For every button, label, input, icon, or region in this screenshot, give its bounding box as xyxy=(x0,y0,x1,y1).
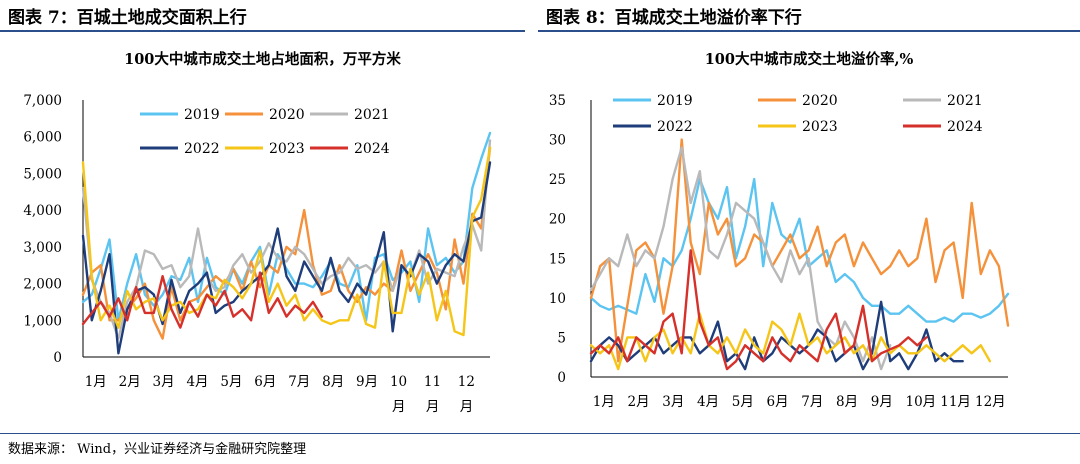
y-tick-label: 7,000 xyxy=(23,93,62,109)
x-tick-label: 4月 xyxy=(186,374,208,390)
x-tick-label: 7月 xyxy=(288,374,310,390)
y-tick-label: 1,000 xyxy=(23,313,62,329)
y-tick-label: 30 xyxy=(549,133,566,149)
legend-label: 2023 xyxy=(269,141,305,157)
x-tick-label: 5月 xyxy=(220,374,242,390)
y-tick-label: 6,000 xyxy=(23,130,62,146)
series-line-2021 xyxy=(81,139,492,340)
legend-label: 2022 xyxy=(657,119,693,135)
series-line-2020 xyxy=(589,138,1010,363)
divider xyxy=(0,433,1080,434)
y-tick-label: 5,000 xyxy=(23,166,62,182)
series-line-2024 xyxy=(589,249,928,371)
y-tick-label: 2,000 xyxy=(23,277,62,293)
legend-label: 2023 xyxy=(802,119,838,135)
y-tick-label: 25 xyxy=(549,172,566,188)
series-line-2019 xyxy=(81,131,492,322)
premium-rate-chart: 0 5 10 15 20 25 30 35 1月 2月 3月 4月 5月 6月 7月 8月 9月 10月 11月 12… xyxy=(549,93,1010,410)
figure-header-left: 图表 7：百城土地成交面积上行 xyxy=(0,0,525,32)
y-tick-label: 0 xyxy=(557,370,566,386)
x-tick-label: 2月 xyxy=(627,394,649,410)
figure-title-right: 图表 8：百城成交土地溢价率下行 xyxy=(546,8,802,28)
y-tick-label: 20 xyxy=(549,212,566,228)
series-line-2022 xyxy=(81,161,492,355)
chart-title: 100大中城市成交土地占地面积，万平方米 xyxy=(124,51,401,68)
legend-label: 2022 xyxy=(184,141,220,157)
y-tick-label: 35 xyxy=(549,93,566,109)
y-tick-label: 15 xyxy=(549,251,566,267)
x-tick-label: 8月 xyxy=(836,394,858,410)
premium-rate-chart-panel: 100大中城市成交土地溢价率,% 0 5 10 15 20 25 30 35 1月 2月 3月 4月 5… xyxy=(538,36,1080,431)
x-tick-label: 1月 xyxy=(593,394,615,410)
legend-label: 2021 xyxy=(354,107,390,123)
y-tick-label: 0 xyxy=(53,350,62,366)
y-tick-label: 4,000 xyxy=(23,203,62,219)
legend-label: 2020 xyxy=(802,93,838,109)
legend-label: 2019 xyxy=(657,93,693,109)
chart-title: 100大中城市成交土地溢价率,% xyxy=(704,51,914,68)
land-area-chart: 0 1,000 2,000 3,000 4,000 5,000 6,000 7,000 1月 2月… xyxy=(23,93,492,415)
legend-label: 2024 xyxy=(947,119,983,135)
x-tick-label: 12月 xyxy=(975,394,1006,410)
x-tick-label: 5月 xyxy=(732,394,754,410)
x-tick-label: 3月 xyxy=(153,374,175,390)
x-tick-label: 9月 xyxy=(356,374,378,390)
series-line-2019 xyxy=(589,177,1010,323)
y-tick-label: 3,000 xyxy=(23,240,62,256)
x-tick-label: 7月 xyxy=(801,394,823,410)
y-tick-label: 5 xyxy=(557,330,566,346)
x-tick-label: 1月 xyxy=(85,374,107,390)
figure-title-left: 图表 7：百城土地成交面积上行 xyxy=(8,8,247,28)
x-tick-label: 8月 xyxy=(322,374,344,390)
land-area-chart-panel: 100大中城市成交土地占地面积，万平方米 0 1,000 2,000 3,000 4,0… xyxy=(0,36,525,431)
series-line-2020 xyxy=(81,146,492,340)
x-tick-label: 3月 xyxy=(662,394,684,410)
series-line-2024 xyxy=(81,271,324,329)
figure-header-right: 图表 8：百城成交土地溢价率下行 xyxy=(538,0,1080,32)
series-line-2023 xyxy=(589,312,992,371)
x-tick-label: 6月 xyxy=(254,374,276,390)
legend-label: 2019 xyxy=(184,107,220,123)
x-tick-label: 11月 xyxy=(940,394,971,410)
y-tick-label: 10 xyxy=(549,291,566,307)
legend-label: 2021 xyxy=(947,93,983,109)
x-tick-label: 9月 xyxy=(871,394,893,410)
legend-label: 2024 xyxy=(354,141,390,157)
x-tick-label: 4月 xyxy=(697,394,719,410)
source-note: 数据来源： Wind，兴业证券经济与金融研究院整理 xyxy=(8,442,307,457)
x-tick-label: 2月 xyxy=(119,374,141,390)
x-tick-label: 6月 xyxy=(766,394,788,410)
legend-label: 2020 xyxy=(269,107,305,123)
series-line-2023 xyxy=(81,146,492,337)
x-tick-label: 10月 xyxy=(905,394,936,410)
